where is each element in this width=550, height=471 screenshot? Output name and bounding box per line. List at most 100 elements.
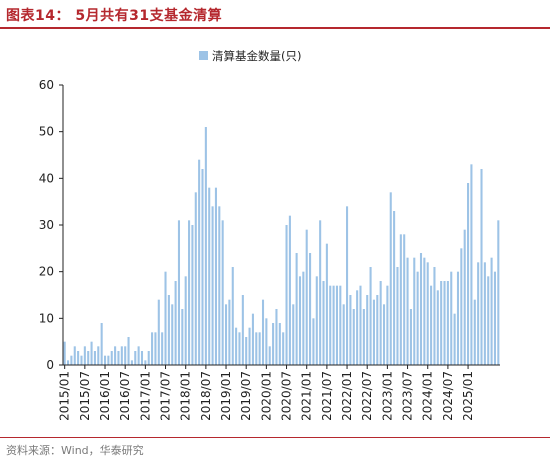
bar bbox=[117, 351, 120, 365]
bar bbox=[379, 281, 382, 365]
bar bbox=[453, 313, 456, 365]
x-tick-label: 2020/07 bbox=[280, 371, 294, 421]
bar bbox=[235, 327, 238, 365]
bar bbox=[100, 323, 103, 365]
bar bbox=[467, 183, 470, 365]
bar bbox=[490, 257, 493, 365]
x-tick-label: 2017/07 bbox=[159, 371, 173, 421]
bar bbox=[188, 220, 191, 365]
bar bbox=[241, 295, 244, 365]
bar bbox=[423, 257, 426, 365]
bar bbox=[342, 304, 345, 365]
bar bbox=[366, 295, 369, 365]
bar bbox=[275, 309, 278, 365]
bar bbox=[228, 299, 231, 365]
y-tick-label: 60 bbox=[39, 78, 54, 92]
chart-title: 图表14： 5月共有31支基金清算 bbox=[6, 8, 223, 24]
bar bbox=[346, 206, 349, 365]
bar bbox=[147, 351, 150, 365]
bar bbox=[302, 271, 305, 365]
bar bbox=[433, 267, 436, 365]
bar bbox=[356, 290, 359, 365]
bar bbox=[278, 323, 281, 365]
bar bbox=[191, 225, 194, 365]
bar bbox=[409, 309, 412, 365]
bar bbox=[483, 262, 486, 365]
bar bbox=[359, 285, 362, 365]
bar bbox=[413, 257, 416, 365]
x-tick-label: 2019/01 bbox=[219, 371, 233, 421]
x-tick-label: 2024/07 bbox=[441, 371, 455, 421]
bar bbox=[261, 299, 265, 365]
bar bbox=[272, 323, 275, 365]
bar bbox=[473, 299, 476, 365]
bar bbox=[352, 309, 355, 365]
bar bbox=[154, 332, 157, 365]
bar bbox=[292, 304, 295, 365]
bar bbox=[332, 285, 335, 365]
bar bbox=[124, 346, 127, 365]
x-tick-label: 2015/07 bbox=[78, 371, 92, 421]
bar bbox=[305, 229, 308, 365]
x-tick-label: 2022/07 bbox=[360, 371, 374, 421]
bar bbox=[130, 360, 133, 365]
bar bbox=[110, 351, 113, 365]
bar bbox=[322, 281, 325, 365]
bar bbox=[460, 248, 463, 365]
bar bbox=[335, 285, 338, 365]
bar bbox=[265, 318, 268, 365]
bars-group bbox=[63, 127, 500, 365]
bar bbox=[114, 346, 117, 365]
legend-swatch bbox=[199, 51, 208, 60]
bar bbox=[77, 351, 80, 365]
bar bbox=[315, 276, 318, 365]
bar bbox=[426, 262, 429, 365]
bar bbox=[80, 355, 83, 365]
title-divider bbox=[0, 27, 550, 29]
y-tick-label: 30 bbox=[39, 218, 54, 232]
bar bbox=[255, 332, 258, 365]
bar bbox=[416, 271, 419, 365]
bar bbox=[325, 243, 328, 365]
bar bbox=[171, 304, 174, 365]
bar bbox=[63, 341, 66, 365]
bar bbox=[140, 351, 144, 365]
bar bbox=[487, 276, 490, 365]
bar bbox=[151, 332, 154, 365]
x-tick-label: 2021/01 bbox=[300, 371, 314, 421]
bar bbox=[456, 271, 460, 365]
bar bbox=[298, 276, 302, 365]
x-tick-label: 2023/01 bbox=[380, 371, 394, 421]
bar bbox=[120, 346, 123, 365]
bar bbox=[103, 355, 107, 365]
bar bbox=[208, 187, 211, 365]
bar bbox=[238, 332, 241, 365]
bar bbox=[386, 285, 389, 365]
x-tick-label: 2025/01 bbox=[461, 371, 475, 421]
bar bbox=[137, 346, 140, 365]
bar bbox=[184, 276, 187, 365]
bar bbox=[282, 332, 285, 365]
y-tick-label: 20 bbox=[39, 265, 54, 279]
bar bbox=[319, 220, 322, 365]
bar bbox=[67, 360, 70, 365]
x-tick-label: 2015/01 bbox=[58, 371, 72, 421]
bar bbox=[497, 220, 500, 365]
bar bbox=[419, 253, 423, 365]
bar bbox=[211, 206, 214, 365]
x-tick-label: 2017/01 bbox=[138, 371, 152, 421]
bar bbox=[372, 299, 375, 365]
bar bbox=[90, 341, 93, 365]
x-tick-label: 2016/07 bbox=[118, 371, 132, 421]
bar bbox=[181, 309, 184, 365]
bar bbox=[107, 355, 110, 365]
bar bbox=[382, 304, 386, 365]
bar bbox=[83, 346, 86, 365]
legend-label: 清算基金数量(只) bbox=[212, 49, 301, 63]
bar bbox=[285, 225, 288, 365]
bar bbox=[312, 318, 315, 365]
bar bbox=[349, 295, 352, 365]
bar bbox=[127, 337, 130, 365]
bar bbox=[134, 351, 137, 365]
